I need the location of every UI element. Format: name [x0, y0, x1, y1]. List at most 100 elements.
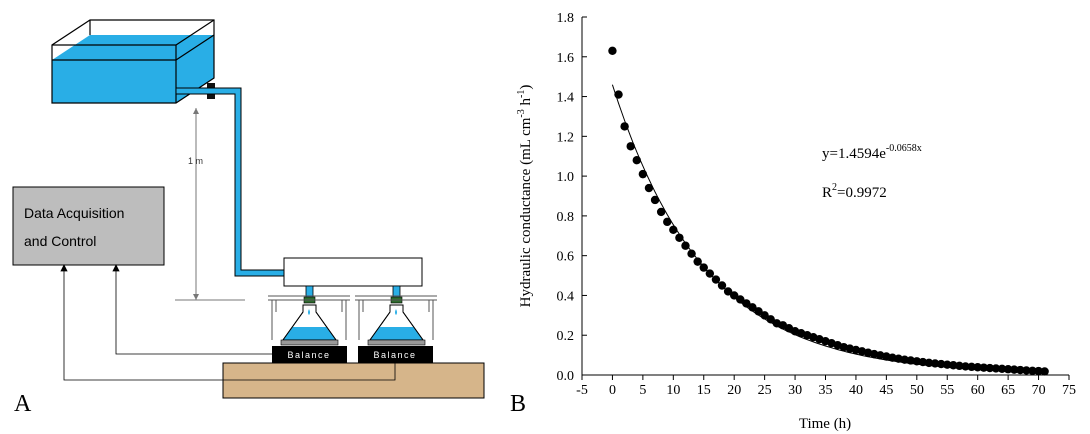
lab-table	[222, 362, 485, 399]
balance-2	[358, 346, 433, 363]
data-point	[979, 363, 988, 372]
data-point	[754, 307, 763, 316]
data-point	[1010, 365, 1019, 374]
panel-a-diagram: 1 m	[12, 19, 485, 417]
data-point	[608, 46, 617, 56]
manifold	[283, 257, 423, 287]
balance-1	[272, 346, 347, 363]
data-point	[675, 233, 684, 242]
data-point	[693, 257, 702, 266]
data-point	[681, 241, 690, 250]
data-point	[650, 195, 660, 205]
x-ticks: -5 0 5 10 15 20 25 30 35 40 45 50 55 60 65 70 75	[576, 375, 1076, 398]
data-point	[711, 275, 721, 284]
x-tick-label: 10	[666, 383, 680, 398]
signal-wires	[60, 264, 396, 381]
data-point	[985, 363, 995, 373]
data-point	[949, 361, 958, 370]
x-tick-label: 65	[1001, 383, 1015, 398]
y-tick-label: 1.8	[557, 11, 575, 26]
daq-label-line2: and Control	[24, 233, 96, 249]
data-point	[1016, 365, 1025, 375]
x-tick-label: 60	[971, 383, 985, 398]
balance-enclosure-1	[268, 295, 350, 340]
data-point	[1022, 366, 1031, 375]
data-point	[760, 311, 769, 320]
x-tick-label: 70	[1032, 383, 1046, 398]
x-axis-label: Time (h)	[799, 416, 851, 432]
data-point	[723, 287, 733, 296]
r-squared: R2=0.9972	[822, 182, 887, 201]
data-point	[936, 359, 946, 369]
x-tick-label: 30	[788, 383, 802, 398]
data-point	[717, 281, 727, 290]
data-point	[967, 362, 976, 372]
daq-label-line1: Data Acquisition	[24, 205, 124, 221]
panel-a-label: A	[14, 391, 32, 417]
x-tick-label: 55	[940, 383, 954, 398]
data-point	[626, 142, 635, 151]
data-acquisition-box	[12, 186, 165, 266]
y-ticks: 0.0 0.2 0.4 0.6 0.8 1.0 1.2 1.4 1.6 1.8	[557, 11, 587, 384]
data-point	[924, 358, 934, 368]
y-tick-label: 1.0	[557, 170, 575, 185]
flask-1	[280, 304, 339, 346]
data-point	[705, 269, 715, 278]
y-tick-label: 1.2	[557, 130, 575, 145]
x-tick-label: 50	[910, 383, 924, 398]
x-tick-label: 0	[609, 383, 616, 398]
data-point	[669, 225, 678, 235]
data-points	[608, 46, 1049, 376]
data-point	[955, 361, 964, 371]
data-point	[614, 90, 623, 99]
tank-water-top	[52, 35, 214, 60]
x-tick-label: 5	[639, 383, 646, 398]
data-point	[997, 364, 1007, 374]
data-point	[656, 207, 666, 217]
flask-2	[367, 304, 426, 346]
fit-equation: y=1.4594e-0.0658x	[822, 143, 922, 162]
droplet-2	[395, 309, 397, 315]
height-marker	[175, 108, 245, 301]
data-point	[632, 156, 641, 165]
data-point	[663, 217, 672, 227]
y-tick-label: 0.8	[557, 210, 575, 225]
data-point	[736, 295, 745, 304]
y-tick-label: 0.6	[557, 250, 575, 265]
y-tick-label: 0.4	[557, 289, 575, 304]
balance-enclosure-2	[355, 295, 437, 340]
water-tank	[51, 19, 215, 104]
data-point	[620, 122, 629, 131]
x-tick-label: 40	[849, 383, 863, 398]
x-tick-label: 20	[727, 383, 741, 398]
tank-water-front	[52, 60, 176, 103]
y-tick-label: 1.6	[557, 51, 575, 66]
data-point	[930, 359, 940, 368]
data-point	[991, 364, 1001, 373]
data-point	[729, 291, 739, 300]
height-label: 1 m	[188, 156, 203, 166]
droplet-1	[308, 309, 310, 315]
data-point	[638, 169, 648, 179]
x-tick-label: 15	[697, 383, 711, 398]
y-tick-label: 1.4	[557, 91, 575, 106]
data-point	[1034, 366, 1043, 376]
tank-water-side	[176, 35, 214, 103]
x-tick-label: 45	[879, 383, 893, 398]
data-point	[973, 363, 982, 372]
x-tick-label: 75	[1062, 383, 1076, 398]
supply-tube	[175, 87, 285, 277]
panel-b-label: B	[510, 391, 526, 417]
data-point	[699, 263, 708, 272]
data-point	[644, 183, 654, 193]
balance-2-label: Balance	[373, 350, 416, 360]
data-point	[943, 360, 952, 369]
data-point	[748, 303, 757, 312]
data-point	[687, 249, 696, 258]
data-point	[961, 362, 970, 371]
x-tick-label: 25	[758, 383, 772, 398]
balance-1-label: Balance	[287, 350, 330, 360]
panel-b-chart: 0.0 0.2 0.4 0.6 0.8 1.0 1.2 1.4 1.6 1.8 -5 0 5 10 15 2…	[510, 11, 1076, 432]
y-axis-label: Hydraulic conductance (mL cm-3 h-1)	[516, 85, 534, 308]
